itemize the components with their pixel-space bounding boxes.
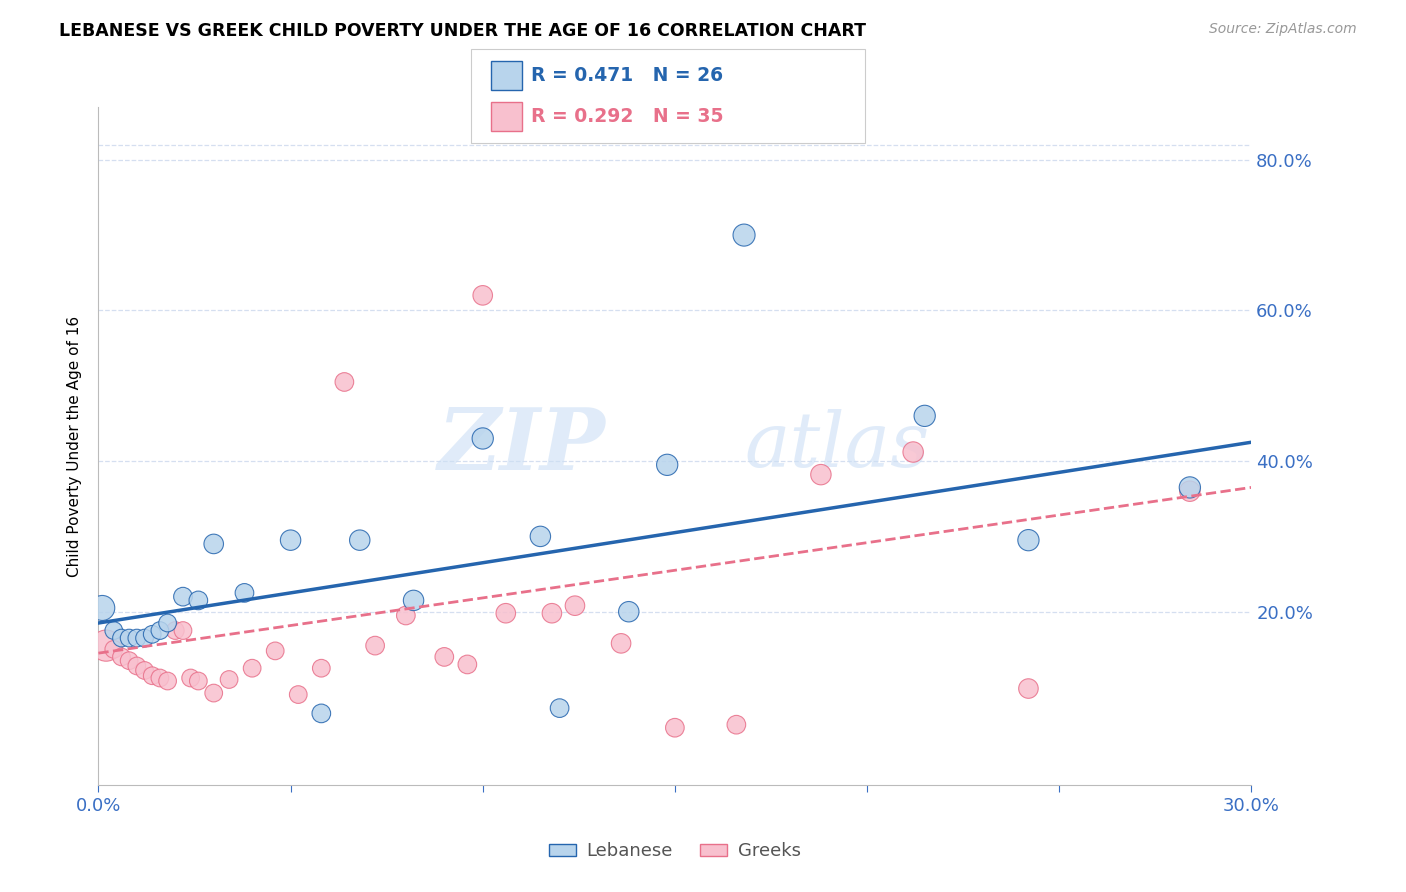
Text: Source: ZipAtlas.com: Source: ZipAtlas.com [1209,22,1357,37]
Point [103,642,125,657]
Point [125,659,148,673]
Point [240,661,263,675]
Point [495,606,517,620]
Point [541,606,564,620]
Point [725,717,748,731]
Point [664,721,686,735]
Point [172,624,194,638]
Point [564,599,586,613]
Point [733,228,755,243]
Point [311,706,333,721]
Point [156,615,179,630]
Point [1178,484,1201,499]
Point [149,671,172,685]
Point [1178,480,1201,494]
Point [402,593,425,607]
Point [149,624,172,638]
Point [529,529,551,543]
Point [180,671,202,685]
Point [610,636,633,650]
Point [914,409,936,423]
Point [901,445,924,459]
Point [1017,681,1039,696]
Legend: Lebanese, Greeks: Lebanese, Greeks [541,835,808,867]
Point [364,639,387,653]
Point [134,631,156,645]
Point [94,639,117,653]
Point [264,644,287,658]
Point [156,673,179,688]
Text: ZIP: ZIP [437,404,606,488]
Point [172,590,194,604]
Text: R = 0.292   N = 35: R = 0.292 N = 35 [531,107,724,126]
Point [1017,533,1039,548]
Text: R = 0.471   N = 26: R = 0.471 N = 26 [531,66,724,86]
Point [471,432,494,446]
Point [110,649,132,664]
Point [134,664,156,678]
Point [125,631,148,645]
Point [187,593,209,607]
Point [471,288,494,302]
Point [433,649,456,664]
Point [141,669,163,683]
Point [110,631,132,645]
Point [118,654,141,668]
Point [233,586,256,600]
Point [280,533,302,548]
Point [187,673,209,688]
Point [103,624,125,638]
Point [548,701,571,715]
Point [118,631,141,645]
Point [287,688,309,702]
Point [810,467,832,482]
Point [333,375,356,389]
Point [617,605,640,619]
Y-axis label: Child Poverty Under the Age of 16: Child Poverty Under the Age of 16 [66,316,82,576]
Point [202,537,225,551]
Text: atlas: atlas [744,409,929,483]
Point [456,657,478,672]
Point [395,608,418,623]
Point [165,624,187,638]
Point [218,673,240,687]
Point [202,686,225,700]
Point [141,627,163,641]
Text: LEBANESE VS GREEK CHILD POVERTY UNDER THE AGE OF 16 CORRELATION CHART: LEBANESE VS GREEK CHILD POVERTY UNDER TH… [59,22,866,40]
Point [657,458,679,472]
Point [311,661,333,675]
Point [349,533,371,548]
Point [91,601,114,615]
